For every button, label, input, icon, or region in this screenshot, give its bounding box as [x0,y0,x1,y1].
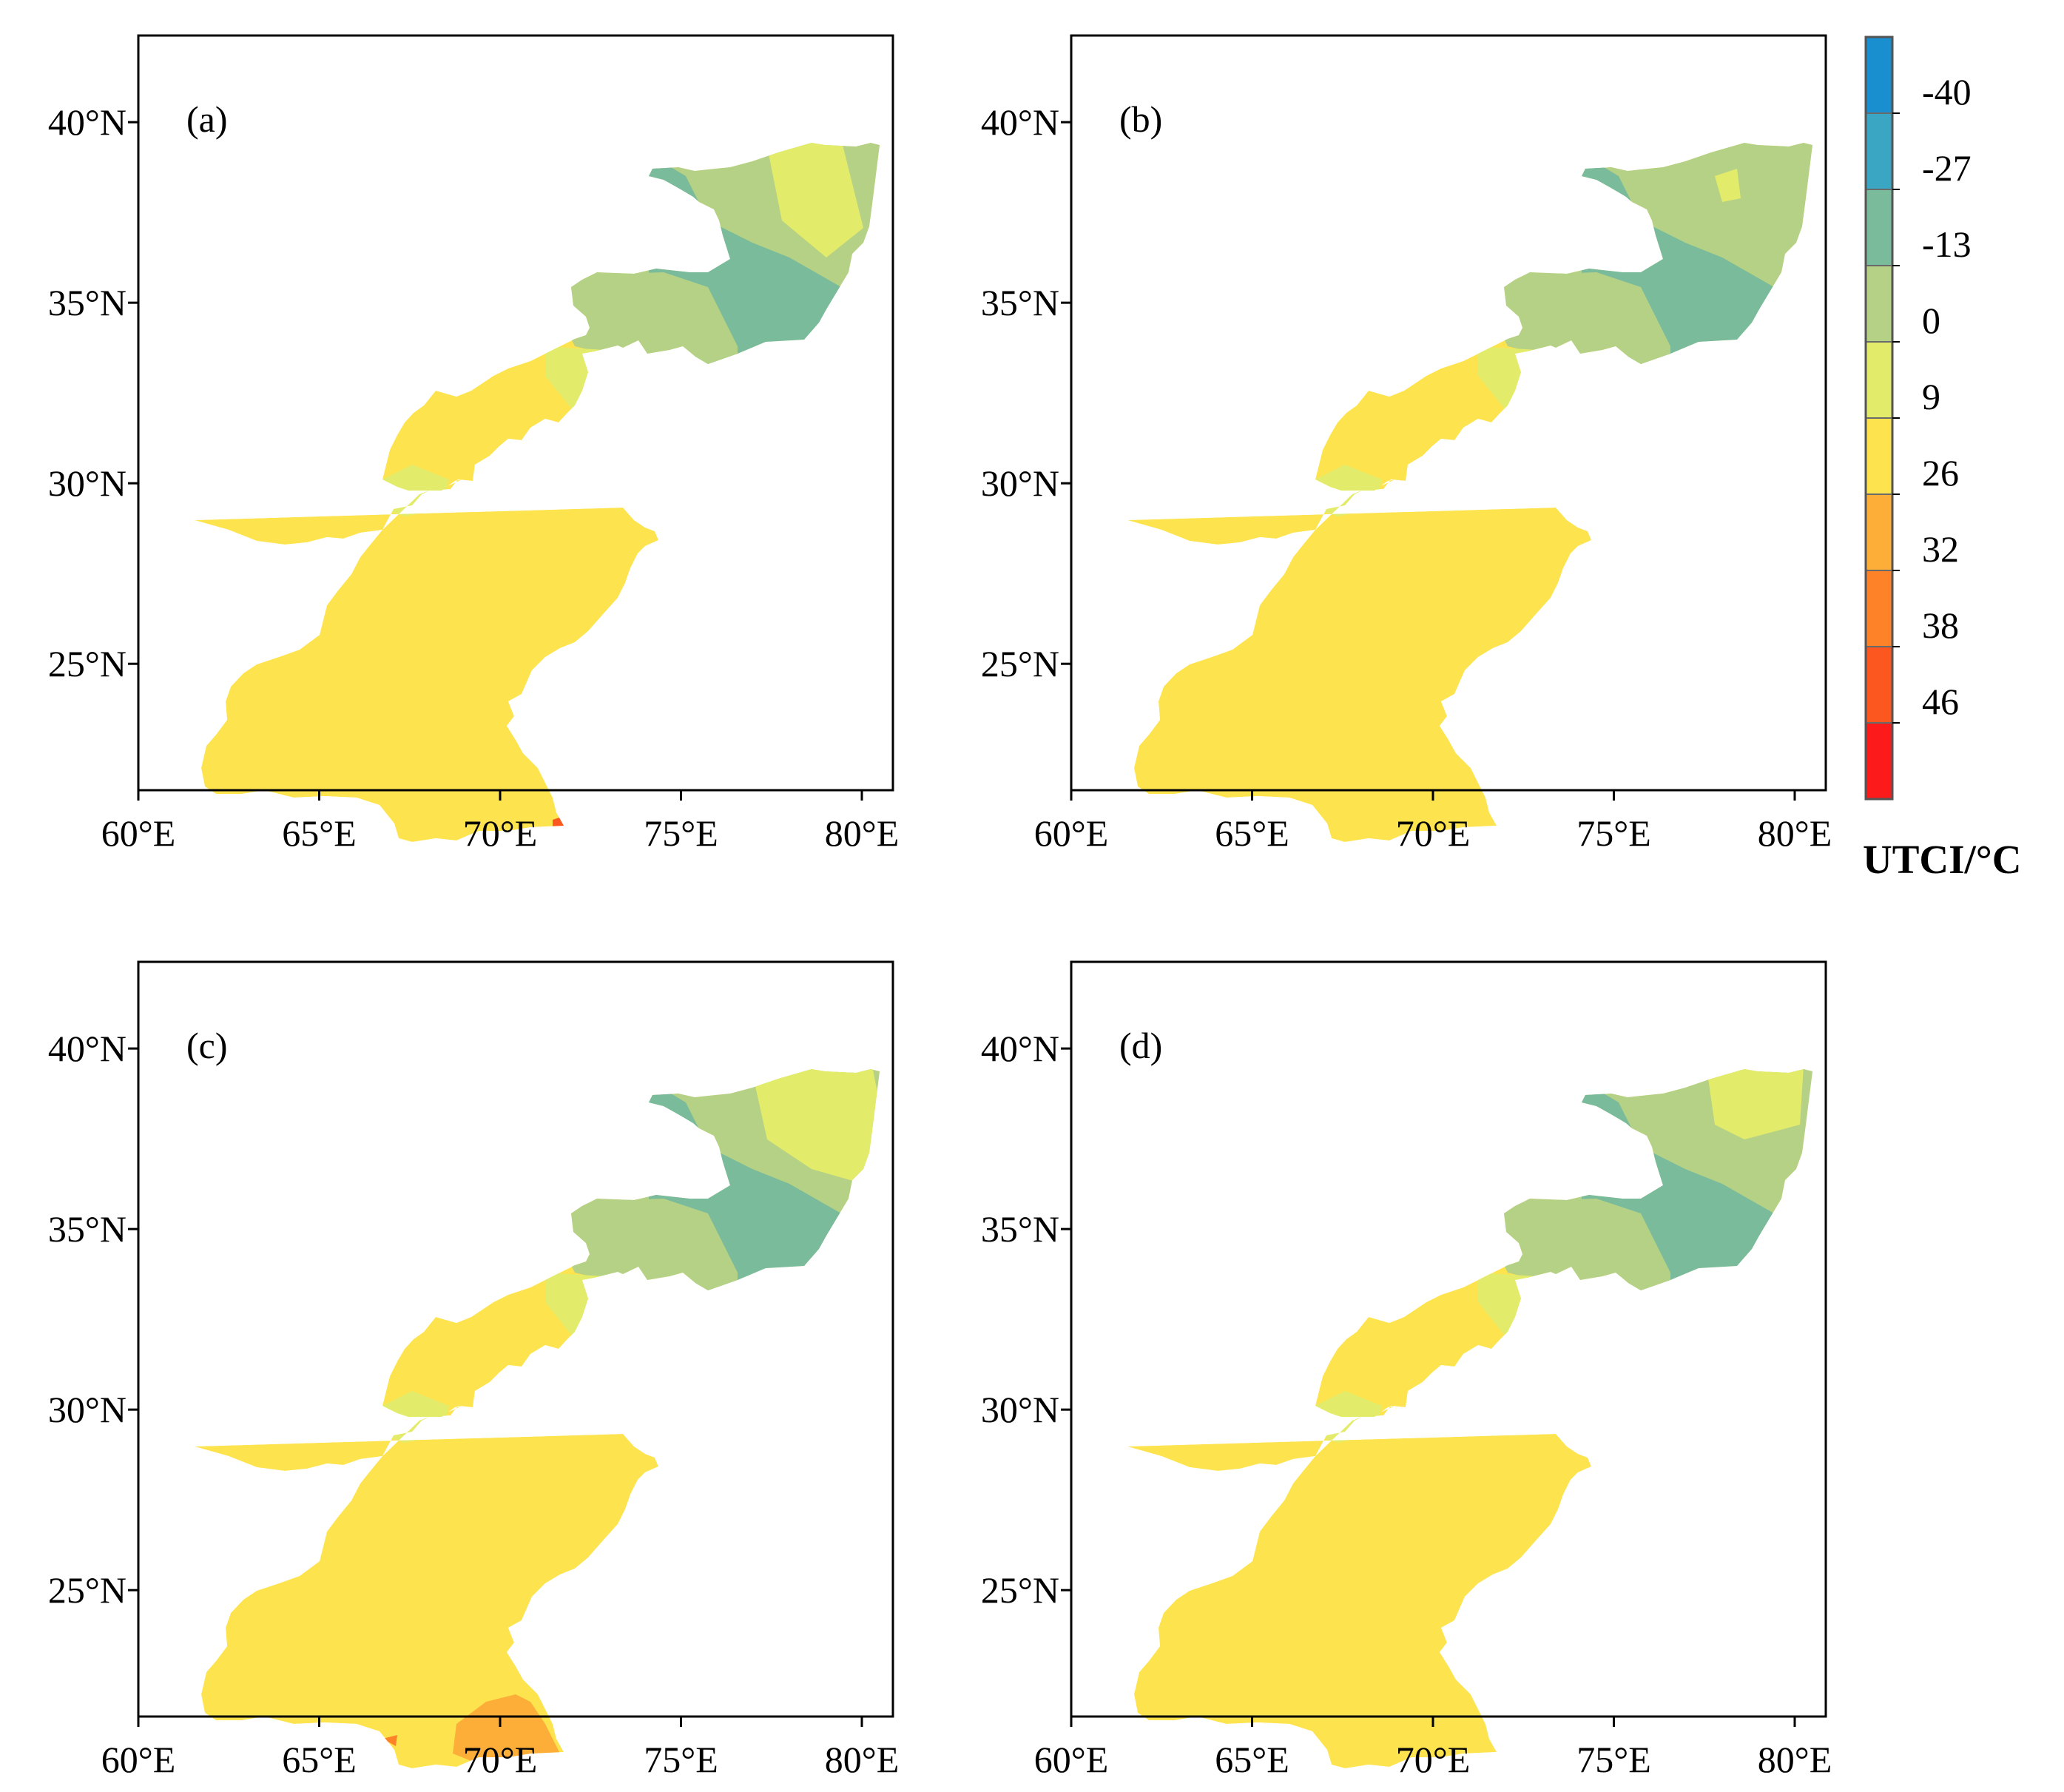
x-tick-label: 60°E [1034,1739,1109,1780]
panel-label: (c) [186,1025,228,1066]
y-tick-label: 30°N [48,1389,127,1430]
x-tick-label: 75°E [1576,1739,1651,1780]
colorbar-bins [1865,36,1893,800]
panel-label: (b) [1119,98,1162,140]
x-tick-label: 75°E [644,1739,718,1780]
map-panel: (d) 60°E 65°E 70°E 75°E 80°E 25°N 30°N 35°N 40°N [981,960,1832,1780]
panel-frame [137,34,894,792]
colorbar-bin [1865,112,1893,190]
x-tick-label: 65°E [282,1739,357,1780]
y-tick-label: 25°N [981,643,1059,684]
y-tick-label: 30°N [981,1389,1059,1430]
x-tick-label: 80°E [1758,1739,1832,1780]
x-tick-label: 65°E [1215,812,1289,854]
colorbar-bin [1865,417,1893,495]
colorbar-bin [1865,341,1893,419]
x-tick-label: 60°E [1034,812,1109,854]
x-tick-label: 70°E [1396,1739,1471,1780]
panel-frame [1070,960,1827,1718]
zone-north-high [1707,1069,1804,1139]
colorbar-bin [1865,36,1893,114]
colorbar-bin [1865,494,1893,571]
y-tick-label: 25°N [48,1569,127,1611]
x-tick-label: 65°E [1215,1739,1289,1780]
y-tick-label: 40°N [48,101,127,143]
x-tick-label: 70°E [463,812,538,854]
y-tick-label: 25°N [981,1569,1059,1611]
x-tick-label: 60°E [101,812,176,854]
y-tick-label: 35°N [48,1208,127,1250]
y-tick-label: 25°N [48,643,127,684]
y-tick-label: 40°N [981,101,1059,143]
y-tick-label: 35°N [48,282,127,323]
x-tick-label: 80°E [825,1739,900,1780]
panel-label: (a) [186,98,228,140]
panel-frame [1070,34,1827,792]
colorbar-label: -13 [1922,223,1972,265]
zone-north-high [752,1069,880,1184]
x-tick-label: 75°E [644,812,718,854]
map-panel: (a) 60°E 65°E 70°E 75°E 80°E 25°N 30°N 35°N 40°N [48,34,900,854]
x-tick-label: 75°E [1576,812,1651,854]
colorbar-label: 26 [1922,452,1959,494]
panel-label: (d) [1119,1025,1162,1066]
zone-north-high [767,143,863,257]
zone-local [382,1735,397,1746]
panel-frame [137,960,894,1718]
x-tick-label: 70°E [463,1739,538,1780]
x-tick-label: 70°E [1396,812,1471,854]
colorbar-bin [1865,189,1893,266]
map-panel: (c) 60°E 65°E 70°E 75°E 80°E 25°N 30°N 35°N 40°N [48,960,900,1780]
y-tick-label: 30°N [48,462,127,504]
colorbar-label: 32 [1922,528,1959,570]
y-tick-label: 40°N [48,1028,127,1069]
colorbar-label: -27 [1922,147,1972,189]
x-tick-label: 80°E [825,812,900,854]
y-tick-label: 35°N [981,1208,1059,1250]
y-tick-label: 30°N [981,462,1059,504]
colorbar-bin [1865,722,1893,800]
colorbar-bin [1865,646,1893,724]
colorbar-label: 46 [1922,681,1959,722]
colorbar: -40 -27 -13 0 9 26 32 38 46 UTCI/°C [1863,36,2022,882]
map-panel: (b) 60°E 65°E 70°E 75°E 80°E 25°N 30°N 35°N 40°N [981,34,1832,854]
colorbar-bin [1865,570,1893,647]
zone-local [453,1694,560,1761]
colorbar-labels: -40 -27 -13 0 9 26 32 38 46 [1892,71,1972,724]
colorbar-title: UTCI/°C [1863,837,2022,882]
colorbar-label: -40 [1922,71,1972,112]
colorbar-label: 0 [1922,300,1940,341]
zone-north-high [1715,169,1741,202]
y-tick-label: 35°N [981,282,1059,323]
x-tick-label: 80°E [1758,812,1832,854]
x-tick-label: 60°E [101,1739,176,1780]
x-tick-label: 65°E [282,812,357,854]
colorbar-label: 38 [1922,604,1959,646]
colorbar-bin [1865,265,1893,343]
colorbar-label: 9 [1922,376,1940,417]
y-tick-label: 40°N [981,1028,1059,1069]
